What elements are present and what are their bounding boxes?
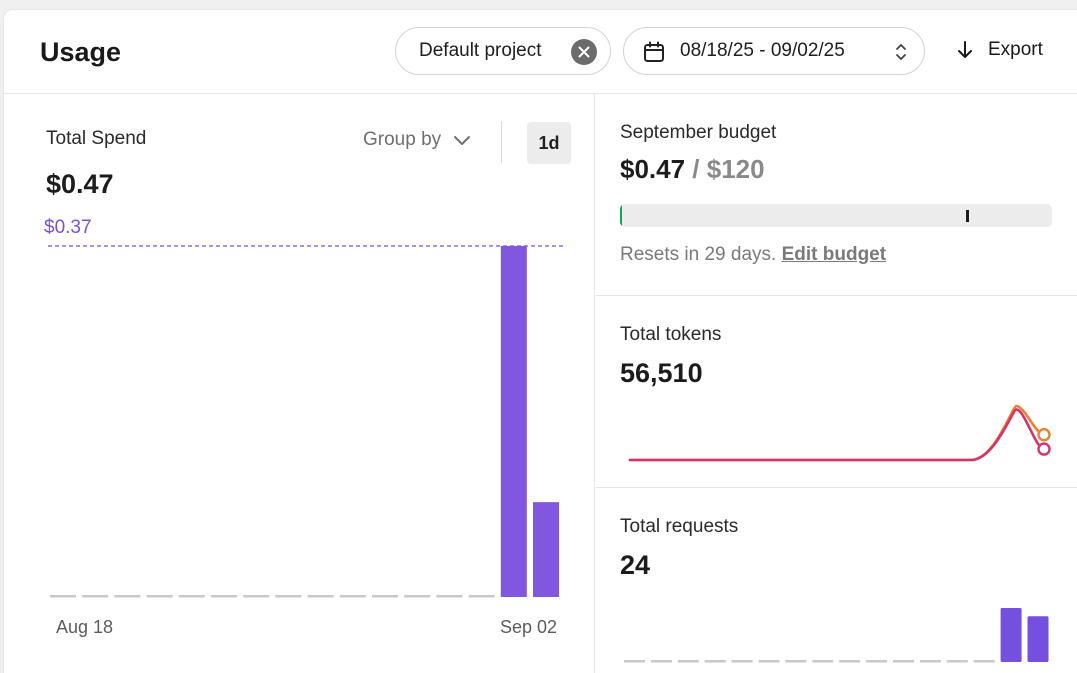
total-requests-card: Total requests 24 (596, 488, 1077, 673)
requests-bar-empty (758, 660, 780, 663)
x-axis-tick-label: Sep 02 (500, 617, 557, 637)
budget-threshold-marker (965, 210, 969, 222)
total-tokens-card: Total tokens 56,510 (596, 296, 1077, 488)
spend-bar-empty (211, 595, 237, 598)
usage-panel: Usage Default project 08/18/25 - 09/02/2… (3, 9, 1077, 673)
spend-bar (500, 246, 527, 597)
date-range-label: 08/18/25 - 09/02/25 (680, 40, 845, 61)
x-axis-tick-label: Aug 18 (56, 617, 113, 637)
toolbar-divider (501, 121, 502, 163)
budget-amount: $0.47 / $120 (620, 154, 765, 185)
requests-bar (1000, 608, 1022, 662)
edit-budget-link[interactable]: Edit budget (781, 244, 887, 265)
requests-bar-empty (624, 660, 645, 663)
chevron-down-icon (454, 136, 471, 145)
project-filter-chip[interactable]: Default project (395, 27, 611, 75)
spend-bar-empty (372, 595, 398, 598)
spend-bar-empty (82, 595, 109, 598)
total-spend-value: $0.47 (46, 169, 114, 199)
requests-bar-empty (704, 660, 726, 663)
requests-bar-empty (919, 660, 941, 663)
total-spend-label: Total Spend (46, 128, 147, 149)
project-filter-label: Default project (419, 40, 542, 61)
budget-limit: $120 (706, 154, 765, 184)
download-arrow-icon (958, 41, 972, 58)
total-requests-label: Total requests (620, 516, 739, 537)
spend-bar (533, 502, 559, 597)
budget-progress-bar (620, 204, 1052, 227)
spend-bar-empty (146, 595, 173, 598)
spend-bar-empty (114, 595, 141, 598)
tokens-series-line (628, 408, 1046, 462)
budget-resets-text: Resets in 29 days. Edit budget (620, 244, 886, 266)
spend-bar-empty (307, 595, 334, 598)
tokens-series-endpoint (1037, 442, 1051, 456)
requests-bar-chart (624, 608, 1049, 663)
tokens-series-line (628, 404, 1046, 462)
total-requests-value: 24 (620, 550, 651, 580)
requests-bar-empty (973, 660, 995, 663)
interval-1d-button[interactable]: 1d (527, 122, 571, 164)
requests-bar-empty (785, 660, 807, 663)
requests-bar (1027, 616, 1049, 662)
requests-bar-empty (893, 660, 914, 663)
requests-bar-empty (731, 660, 753, 663)
requests-bar-empty (946, 660, 968, 663)
spend-bar-empty (178, 595, 205, 598)
export-label: Export (988, 39, 1043, 60)
spend-bar-empty (243, 595, 270, 598)
spend-bar-empty (275, 595, 302, 598)
group-by-dropdown[interactable]: Group by (363, 129, 471, 151)
requests-bar-empty (812, 660, 834, 663)
total-spend-card: Total Spend $0.47 Group by 1d $0.37 Aug … (4, 94, 595, 673)
spend-bar-chart: Aug 18 Sep 02 (48, 245, 566, 637)
page-title: Usage (40, 37, 122, 67)
tokens-line-chart (628, 404, 1051, 462)
clear-project-icon[interactable] (571, 39, 597, 65)
spend-bar-empty (404, 595, 431, 598)
budget-separator: / (685, 154, 707, 184)
chevron-updown-icon (896, 44, 906, 60)
spend-bar-empty (436, 595, 463, 598)
requests-bar-empty (650, 660, 672, 663)
tokens-series-endpoint (1037, 428, 1051, 442)
budget-progress-fill (620, 204, 622, 227)
spend-bar-empty (50, 595, 76, 598)
requests-bar-empty (839, 660, 861, 663)
date-range-picker[interactable]: 08/18/25 - 09/02/25 (623, 27, 925, 75)
total-tokens-label: Total tokens (620, 324, 722, 345)
requests-bar-empty (677, 660, 699, 663)
spend-bar-empty (339, 595, 366, 598)
requests-bar-empty (866, 660, 888, 663)
resets-label: Resets in 29 days. (620, 244, 777, 265)
spend-max-label: $0.37 (44, 217, 92, 238)
budget-label: September budget (620, 122, 777, 143)
calendar-icon (644, 41, 664, 62)
budget-card: September budget $0.47 / $120 Resets in … (596, 94, 1077, 296)
spend-bar-empty (468, 595, 495, 598)
budget-spent: $0.47 (620, 154, 686, 184)
export-button[interactable]: Export (956, 39, 1043, 61)
total-tokens-value: 56,510 (620, 358, 703, 388)
usage-header: Usage Default project 08/18/25 - 09/02/2… (4, 10, 1077, 94)
group-by-label: Group by (363, 129, 442, 150)
